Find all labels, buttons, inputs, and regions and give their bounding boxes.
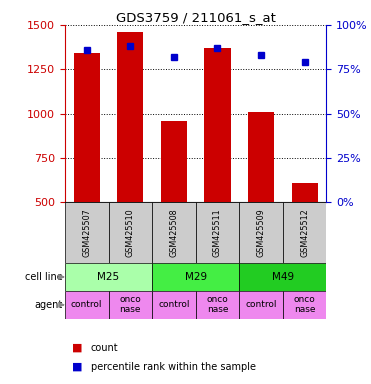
Text: GSM425508: GSM425508 [170,208,178,257]
Text: count: count [91,343,118,353]
Text: control: control [158,300,190,309]
FancyBboxPatch shape [152,291,196,319]
Text: agent: agent [34,300,62,310]
FancyBboxPatch shape [196,291,239,319]
FancyBboxPatch shape [152,202,196,263]
FancyBboxPatch shape [239,263,326,291]
FancyBboxPatch shape [239,291,283,319]
Text: onco
nase: onco nase [294,295,316,314]
Text: percentile rank within the sample: percentile rank within the sample [91,362,256,372]
Text: GSM425509: GSM425509 [257,208,266,257]
FancyBboxPatch shape [283,202,326,263]
Text: M49: M49 [272,272,294,282]
FancyBboxPatch shape [283,291,326,319]
Text: ■: ■ [72,362,83,372]
Bar [161,121,187,202]
Text: ■: ■ [72,343,83,353]
FancyBboxPatch shape [65,291,109,319]
Text: onco
nase: onco nase [207,295,229,314]
Text: GSM425510: GSM425510 [126,208,135,257]
Text: onco
nase: onco nase [119,295,141,314]
FancyBboxPatch shape [65,263,152,291]
Title: GDS3759 / 211061_s_at: GDS3759 / 211061_s_at [116,11,276,24]
Text: GSM425511: GSM425511 [213,208,222,257]
Bar [117,32,143,202]
Text: M25: M25 [98,272,119,282]
Bar [292,183,318,202]
Text: control: control [71,300,102,309]
Bar [73,53,100,202]
Text: control: control [245,300,277,309]
Bar [248,112,274,202]
Text: M29: M29 [185,272,207,282]
FancyBboxPatch shape [109,202,152,263]
Text: GSM425507: GSM425507 [82,208,91,257]
FancyBboxPatch shape [109,291,152,319]
FancyBboxPatch shape [65,202,109,263]
FancyBboxPatch shape [239,202,283,263]
FancyBboxPatch shape [152,263,239,291]
Bar [204,48,231,202]
Text: cell line: cell line [24,272,62,282]
Text: GSM425512: GSM425512 [300,208,309,257]
FancyBboxPatch shape [196,202,239,263]
